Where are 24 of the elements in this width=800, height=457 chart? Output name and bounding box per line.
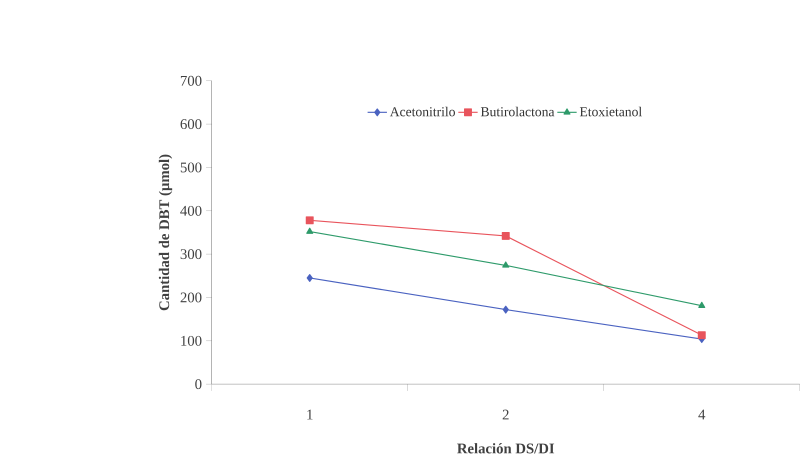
- y-tick-label: 300: [180, 249, 202, 259]
- legend-label: Acetonitrilo: [390, 106, 455, 116]
- point: [698, 331, 706, 340]
- legend-label: Butirolactona: [480, 106, 554, 116]
- y-tick-label: 200: [180, 292, 202, 302]
- legend-label: Etoxietanol: [580, 106, 642, 116]
- x-tick-label: 4: [698, 410, 706, 420]
- x-axis-title: Relación DS/DI: [457, 442, 554, 454]
- y-tick-label: 100: [181, 336, 202, 346]
- point: [502, 306, 509, 314]
- point: [306, 274, 313, 282]
- x-tick-label: 2: [502, 410, 509, 420]
- y-tick-label: 0: [195, 379, 202, 389]
- y-tick-label: 500: [180, 162, 202, 172]
- y-axis-title: Cantidad de DBT (µmol): [158, 154, 172, 310]
- point: [698, 302, 706, 308]
- point: [502, 261, 510, 268]
- y-tick-label: 400: [180, 206, 202, 216]
- y-tick-label: 600: [180, 119, 202, 129]
- y-tick-label: 700: [180, 76, 202, 86]
- point: [306, 228, 314, 234]
- point: [306, 216, 314, 224]
- point: [502, 232, 510, 240]
- x-tick-label: 1: [307, 410, 313, 420]
